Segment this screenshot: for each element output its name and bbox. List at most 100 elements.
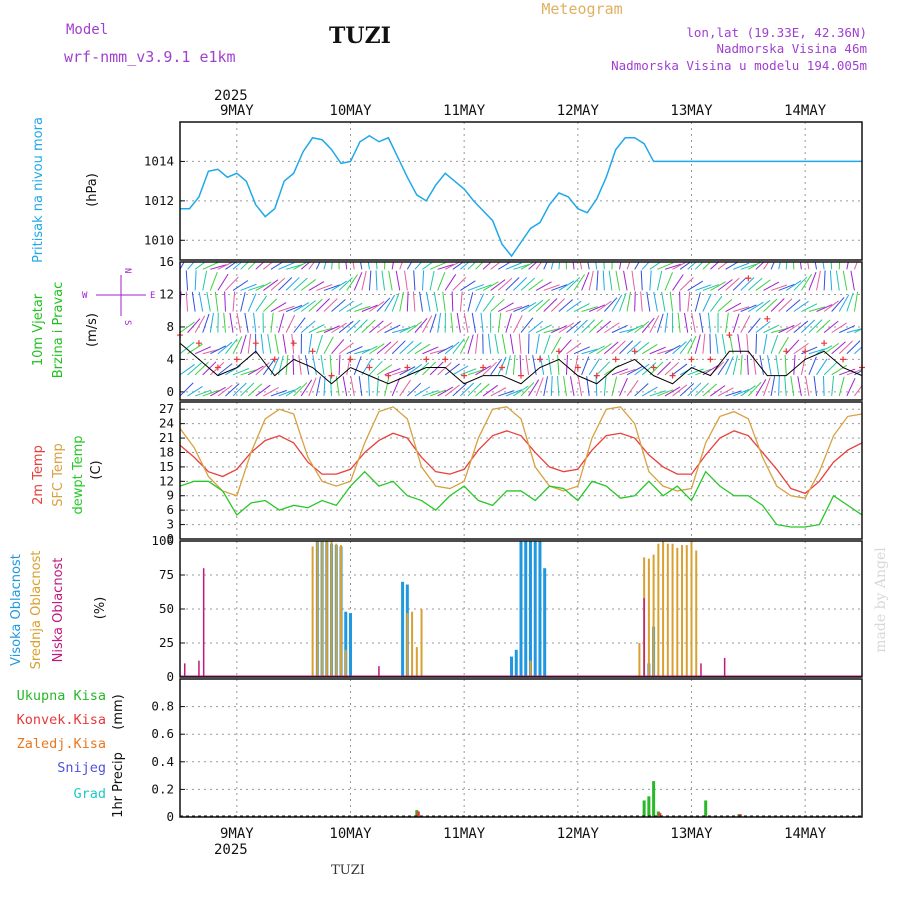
wind-barb xyxy=(763,377,771,397)
wind-barb xyxy=(702,333,706,354)
wind-barb xyxy=(300,320,316,334)
wind-barb xyxy=(369,360,383,376)
wind-barb xyxy=(603,297,618,312)
wind-barb xyxy=(194,315,206,333)
wind-barb xyxy=(611,262,613,270)
wind-barb xyxy=(490,387,507,397)
wind-barb xyxy=(198,291,204,312)
wind-barb xyxy=(596,361,611,376)
wind-barb xyxy=(626,340,641,355)
wind-barb xyxy=(329,354,333,375)
wind-barb xyxy=(748,262,762,270)
wind-barb xyxy=(331,322,347,334)
cloud-bar xyxy=(638,643,641,677)
wind-barb xyxy=(346,346,363,355)
wind-barb xyxy=(475,333,479,354)
wind-barb xyxy=(414,343,431,355)
wind-barb xyxy=(413,270,416,291)
wind-barb xyxy=(433,291,439,312)
wind-barb xyxy=(691,312,696,333)
lonlat-label: lon,lat (19.33E, 42.36N) xyxy=(686,25,867,40)
wind-barb xyxy=(361,319,376,333)
wind-barb xyxy=(853,291,859,312)
wind-barb xyxy=(839,368,856,376)
wind-barb xyxy=(361,345,378,355)
wind-barb xyxy=(558,280,575,291)
wind-barb xyxy=(732,355,738,375)
model-elevation-label: Nadmorska Visina u modelu 194.005m xyxy=(611,58,867,73)
wind-barb xyxy=(421,270,425,291)
bottom-day-labels: 9MAY 10MAY 11MAY 12MAY 13MAY 14MAY xyxy=(220,826,827,842)
wind-barb xyxy=(725,277,740,291)
wind-barb xyxy=(785,299,801,312)
wind-barb xyxy=(267,333,272,354)
wind-barb xyxy=(338,300,355,312)
wind-barb xyxy=(501,334,507,354)
wind-barb xyxy=(747,317,761,333)
wind-barb xyxy=(353,319,368,333)
wind-barb xyxy=(480,312,484,333)
wind-barb xyxy=(437,271,446,291)
y-tick-label: 0.6 xyxy=(151,726,174,741)
top-day-label: 12MAY xyxy=(557,103,600,119)
y-tick-label: 8 xyxy=(166,319,174,334)
wind-barb xyxy=(399,340,414,355)
credit-watermark: made by Angel xyxy=(873,547,889,653)
gust-marker xyxy=(802,348,809,355)
compass-s: S xyxy=(122,320,132,325)
wind-barb xyxy=(236,312,242,333)
wind-barb xyxy=(442,291,446,312)
wind-barb xyxy=(263,298,278,312)
footer-station: TUZI xyxy=(331,863,365,878)
wind-barb xyxy=(543,298,558,312)
wind-barb xyxy=(611,376,618,397)
wind-barb xyxy=(687,280,704,291)
wind-barb xyxy=(778,324,795,334)
compass-w: W xyxy=(82,291,88,301)
wind-barb xyxy=(406,262,413,270)
wind-barb xyxy=(535,262,543,270)
cloud-bar xyxy=(528,541,532,677)
wind-barb xyxy=(732,313,740,333)
wind-barb xyxy=(581,348,598,355)
wind-barb xyxy=(846,262,849,270)
wind-barb xyxy=(232,336,243,354)
wind-barb xyxy=(656,313,664,333)
wind-barb xyxy=(407,321,423,334)
wind-barb xyxy=(331,339,345,355)
gust-marker xyxy=(840,356,847,363)
wind-barb xyxy=(270,312,274,333)
bottom-day-label: 12MAY xyxy=(557,826,600,842)
wind-barb xyxy=(573,319,588,333)
cloud-bar xyxy=(685,545,688,677)
temp-line-2m-temp xyxy=(179,430,863,495)
wind-barb xyxy=(755,321,771,334)
wind-barb xyxy=(460,382,474,397)
wind-barb xyxy=(214,291,219,312)
wind-barb xyxy=(805,376,810,397)
wind-barb xyxy=(422,361,437,376)
wind-barb xyxy=(528,279,544,291)
wind-barb xyxy=(240,369,257,376)
top-day-label: 10MAY xyxy=(329,103,372,119)
panel-frame xyxy=(179,401,863,540)
wind-barb xyxy=(497,277,513,291)
gust-marker xyxy=(309,348,316,355)
wind-barb xyxy=(566,300,582,312)
wind-barb xyxy=(180,321,195,334)
wind-barb xyxy=(505,313,512,333)
wind-barb xyxy=(429,348,447,355)
wind-barb xyxy=(767,355,772,375)
wind-barb xyxy=(316,327,333,334)
wind-barb xyxy=(459,335,470,354)
wind-barb xyxy=(535,281,552,291)
wind-barb xyxy=(687,368,704,376)
wind-barb xyxy=(854,346,862,355)
wind-barb xyxy=(687,262,697,270)
wind-barb xyxy=(505,389,522,397)
wind-barb xyxy=(657,361,672,376)
wind-barb xyxy=(763,298,778,312)
wind-barb xyxy=(407,363,423,376)
wind-barb xyxy=(646,291,651,312)
